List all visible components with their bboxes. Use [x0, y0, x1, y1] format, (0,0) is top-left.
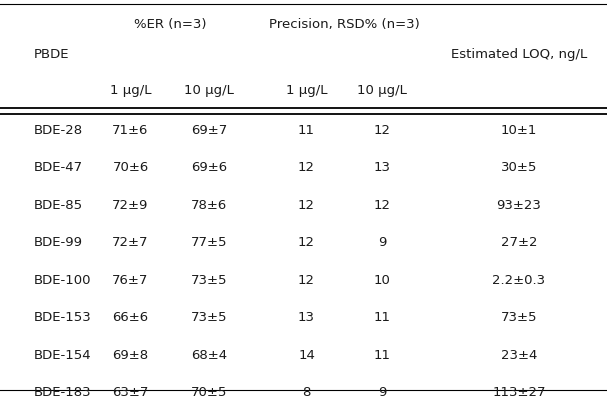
Text: BDE-99: BDE-99: [33, 236, 83, 249]
Text: 72±7: 72±7: [112, 236, 149, 249]
Text: 68±4: 68±4: [191, 349, 228, 362]
Text: 11: 11: [298, 124, 315, 137]
Text: 73±5: 73±5: [191, 311, 228, 324]
Text: 10: 10: [374, 274, 391, 287]
Text: 11: 11: [374, 349, 391, 362]
Text: 12: 12: [298, 274, 315, 287]
Text: BDE-47: BDE-47: [33, 161, 83, 174]
Text: 1 μg/L: 1 μg/L: [110, 84, 151, 97]
Text: 13: 13: [374, 161, 391, 174]
Text: 78±6: 78±6: [191, 199, 228, 212]
Text: 73±5: 73±5: [501, 311, 537, 324]
Text: 63±7: 63±7: [112, 386, 149, 399]
Text: Estimated LOQ, ng/L: Estimated LOQ, ng/L: [451, 48, 587, 61]
Text: 14: 14: [298, 349, 315, 362]
Text: 93±23: 93±23: [497, 199, 541, 212]
Text: BDE-85: BDE-85: [33, 199, 83, 212]
Text: 9: 9: [378, 236, 387, 249]
Text: 11: 11: [374, 311, 391, 324]
Text: BDE-100: BDE-100: [33, 274, 91, 287]
Text: 66±6: 66±6: [112, 311, 149, 324]
Text: 69±7: 69±7: [191, 124, 228, 137]
Text: 2.2±0.3: 2.2±0.3: [492, 274, 546, 287]
Text: BDE-28: BDE-28: [33, 124, 83, 137]
Text: 12: 12: [374, 124, 391, 137]
Text: 113±27: 113±27: [492, 386, 546, 399]
Text: 71±6: 71±6: [112, 124, 149, 137]
Text: BDE-183: BDE-183: [33, 386, 91, 399]
Text: 10±1: 10±1: [501, 124, 537, 137]
Text: 77±5: 77±5: [191, 236, 228, 249]
Text: 69±6: 69±6: [191, 161, 228, 174]
Text: 10 μg/L: 10 μg/L: [185, 84, 234, 97]
Text: 12: 12: [298, 236, 315, 249]
Text: 12: 12: [374, 199, 391, 212]
Text: 23±4: 23±4: [501, 349, 537, 362]
Text: 73±5: 73±5: [191, 274, 228, 287]
Text: 70±5: 70±5: [191, 386, 228, 399]
Text: 9: 9: [378, 386, 387, 399]
Text: 76±7: 76±7: [112, 274, 149, 287]
Text: 12: 12: [298, 199, 315, 212]
Text: 1 μg/L: 1 μg/L: [286, 84, 327, 97]
Text: Precision, RSD% (n=3): Precision, RSD% (n=3): [270, 18, 420, 31]
Text: PBDE: PBDE: [33, 48, 69, 61]
Text: 12: 12: [298, 161, 315, 174]
Text: 10 μg/L: 10 μg/L: [358, 84, 407, 97]
Text: %ER (n=3): %ER (n=3): [134, 18, 206, 31]
Text: 8: 8: [302, 386, 311, 399]
Text: 69±8: 69±8: [112, 349, 149, 362]
Text: 27±2: 27±2: [501, 236, 537, 249]
Text: BDE-154: BDE-154: [33, 349, 91, 362]
Text: BDE-153: BDE-153: [33, 311, 91, 324]
Text: 70±6: 70±6: [112, 161, 149, 174]
Text: 13: 13: [298, 311, 315, 324]
Text: 30±5: 30±5: [501, 161, 537, 174]
Text: 72±9: 72±9: [112, 199, 149, 212]
